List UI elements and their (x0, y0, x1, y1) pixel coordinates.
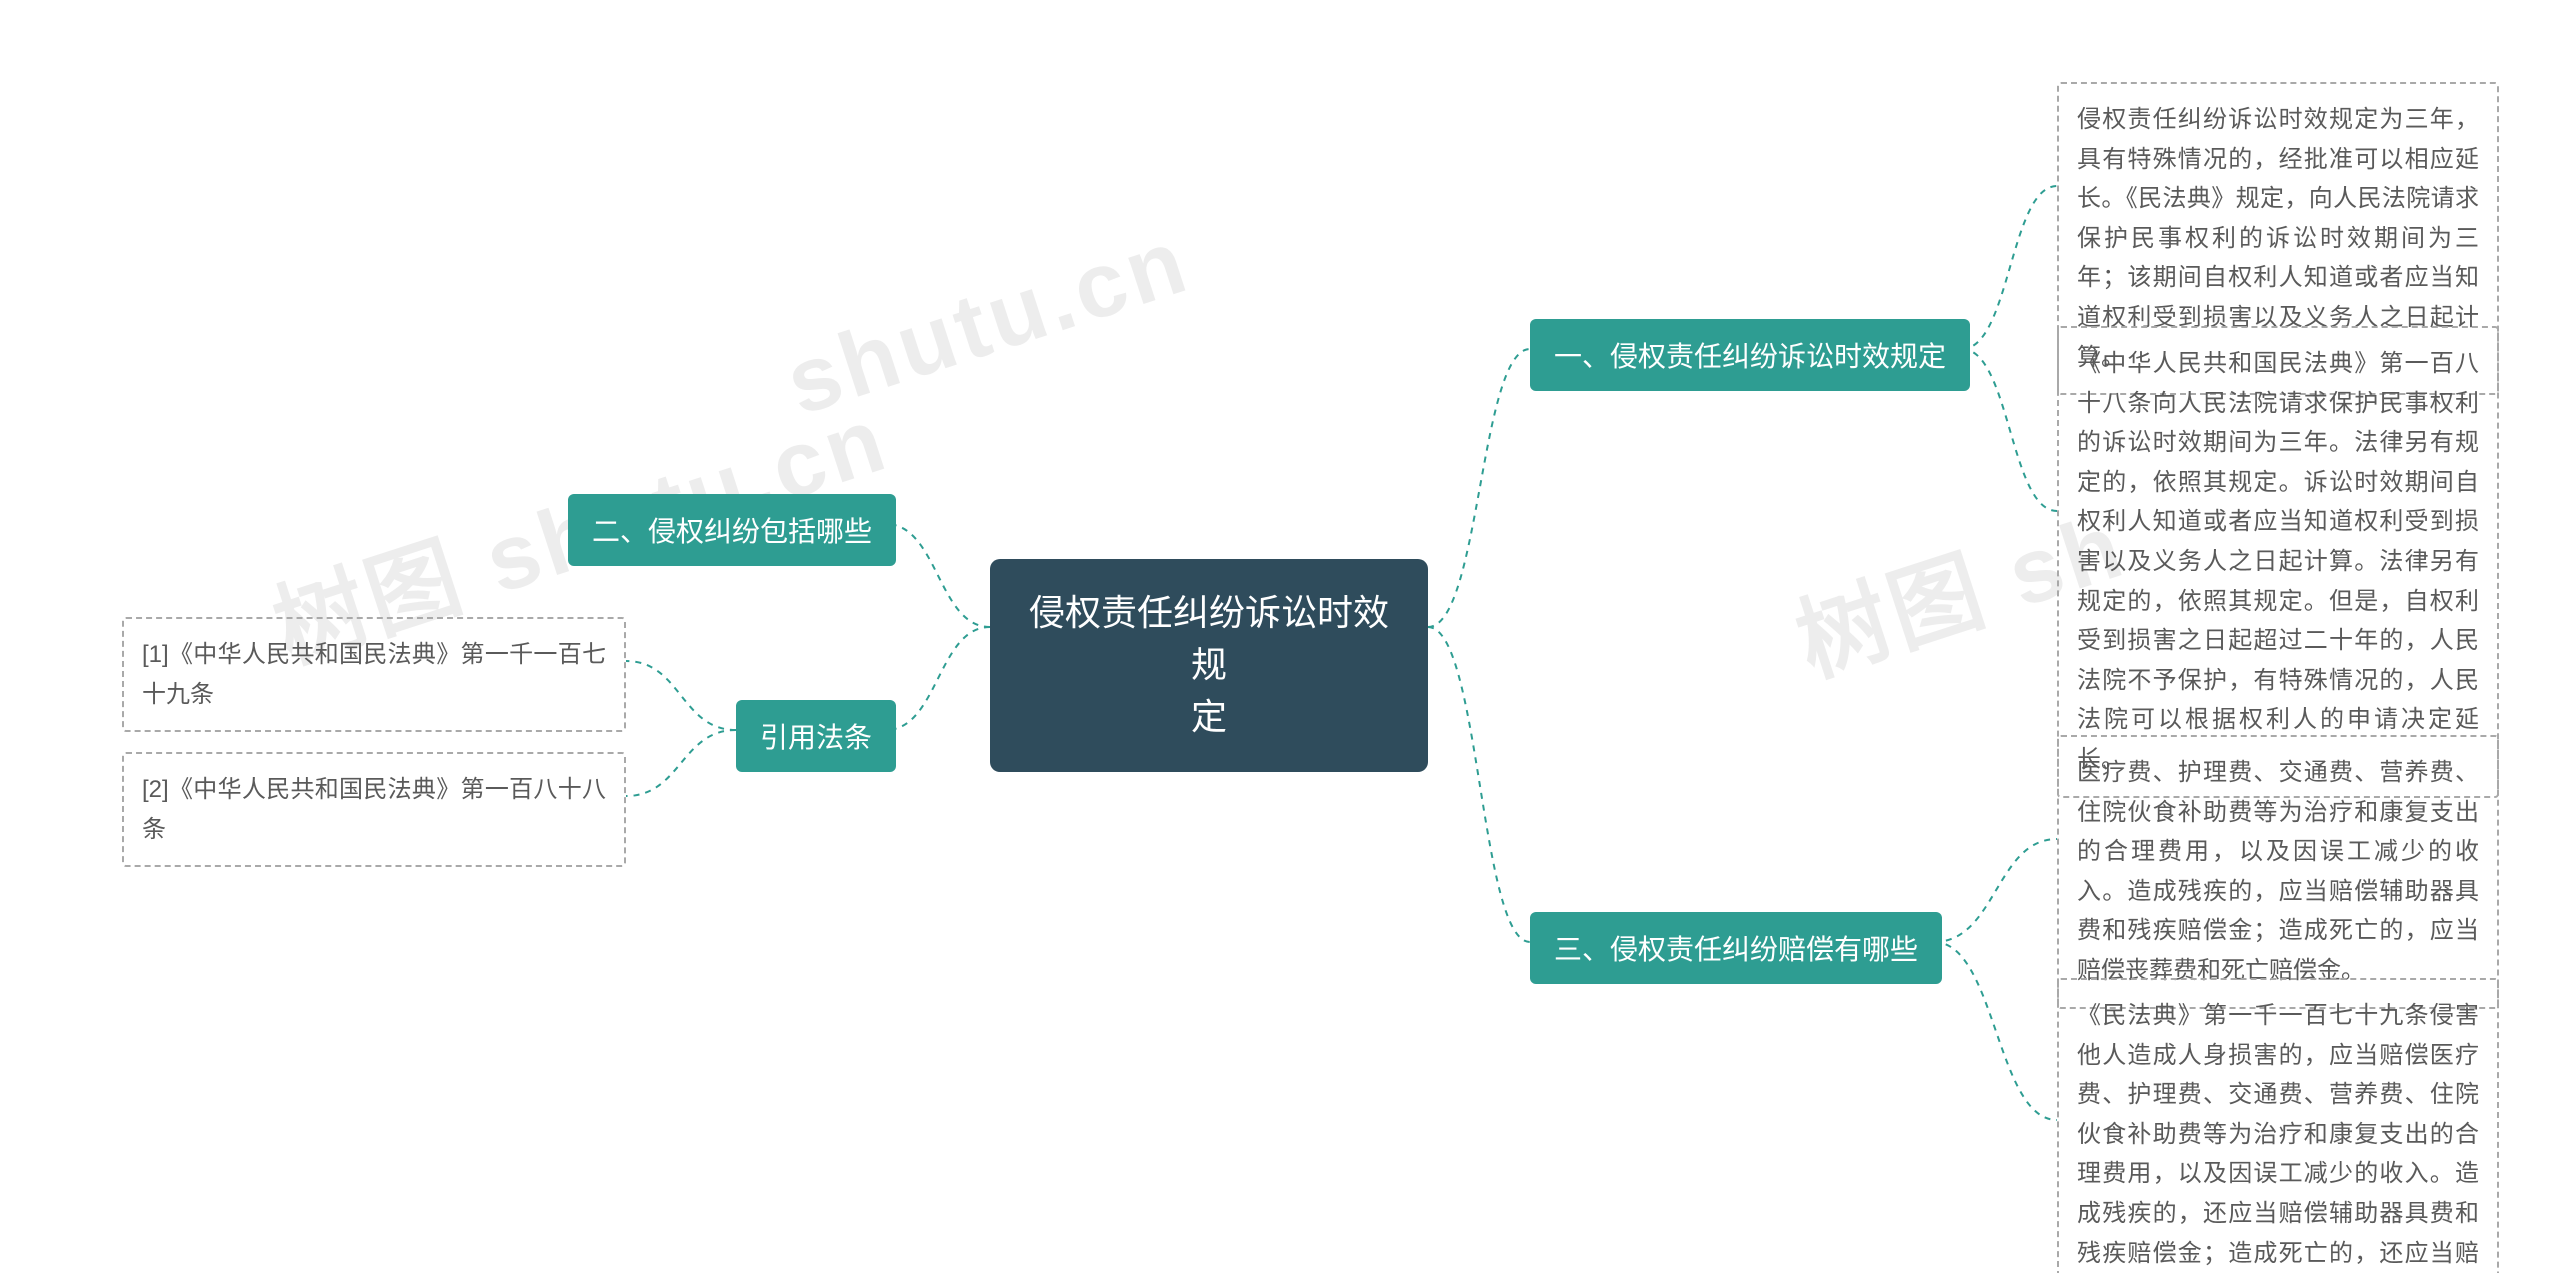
leaf-text: 《中华人民共和国民法典》第一百八十八条向人民法院请求保护民事权利的诉讼时效期间为… (2077, 350, 2479, 773)
leaf-r1b[interactable]: 《中华人民共和国民法典》第一百八十八条向人民法院请求保护民事权利的诉讼时效期间为… (2057, 326, 2499, 798)
branch-label: 一、侵权责任纠纷诉讼时效规定 (1554, 341, 1946, 372)
branch-r3[interactable]: 三、侵权责任纠纷赔偿有哪些 (1530, 912, 1942, 984)
leaf-text: 《民法典》第一千一百七十九条侵害他人造成人身损害的，应当赔偿医疗费、护理费、交通… (2077, 1002, 2479, 1273)
branch-l2[interactable]: 二、侵权纠纷包括哪些 (568, 494, 896, 566)
branch-label: 三、侵权责任纠纷赔偿有哪些 (1554, 934, 1918, 965)
leaf-r3b[interactable]: 《民法典》第一千一百七十九条侵害他人造成人身损害的，应当赔偿医疗费、护理费、交通… (2057, 978, 2499, 1273)
mindmap-canvas: 树图 shutu.cn shutu.cn 树图 sh (0, 0, 2560, 1273)
root-node[interactable]: 侵权责任纠纷诉讼时效规 定 (990, 559, 1428, 772)
leaf-r3a[interactable]: 医疗费、护理费、交通费、营养费、住院伙食补助费等为治疗和康复支出的合理费用，以及… (2057, 735, 2499, 1009)
branch-label: 二、侵权纠纷包括哪些 (592, 516, 872, 547)
leaf-lref2[interactable]: [2]《中华人民共和国民法典》第一百八十八条 (122, 752, 626, 867)
watermark: shutu.cn (774, 208, 1201, 436)
leaf-text: [2]《中华人民共和国民法典》第一百八十八条 (142, 776, 606, 843)
leaf-text: [1]《中华人民共和国民法典》第一千一百七十九条 (142, 641, 606, 708)
branch-label: 引用法条 (760, 722, 872, 753)
branch-lref[interactable]: 引用法条 (736, 700, 896, 772)
root-label: 侵权责任纠纷诉讼时效规 定 (1024, 587, 1394, 744)
branch-r1[interactable]: 一、侵权责任纠纷诉讼时效规定 (1530, 319, 1970, 391)
leaf-text: 医疗费、护理费、交通费、营养费、住院伙食补助费等为治疗和康复支出的合理费用，以及… (2077, 759, 2479, 984)
leaf-lref1[interactable]: [1]《中华人民共和国民法典》第一千一百七十九条 (122, 617, 626, 732)
